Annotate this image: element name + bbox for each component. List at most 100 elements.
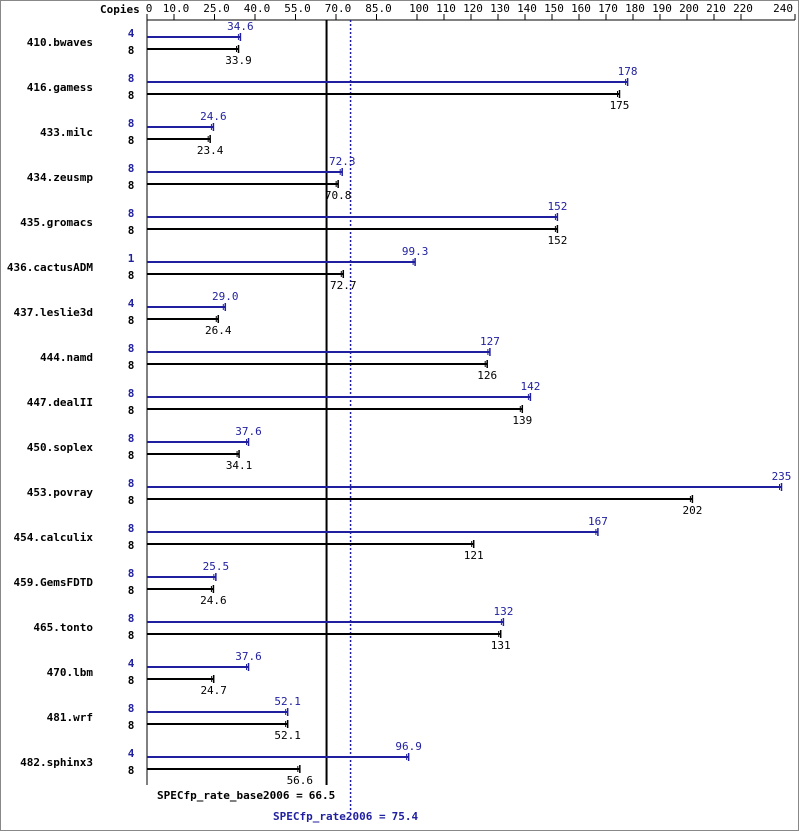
benchmark-label: 450.soplex — [27, 441, 94, 454]
value-label: 152 — [547, 200, 567, 213]
x-tick-label: 55.0 — [284, 2, 311, 15]
value-label: 126 — [477, 369, 497, 382]
value-label: 142 — [520, 380, 540, 393]
benchmark-label: 436.cactusADM — [7, 261, 93, 274]
copies-label: 8 — [128, 44, 135, 57]
copies-label: 8 — [128, 134, 135, 147]
value-label: 24.7 — [200, 684, 227, 697]
copies-label: 8 — [128, 314, 135, 327]
x-tick-label: 25.0 — [203, 2, 230, 15]
value-label: 72.7 — [330, 279, 357, 292]
copies-label: 8 — [128, 117, 135, 130]
value-label: 23.4 — [197, 144, 224, 157]
x-tick-label: 0 — [146, 2, 153, 15]
value-label: 139 — [512, 414, 532, 427]
value-label: 33.9 — [225, 54, 252, 67]
copies-label: 8 — [128, 179, 135, 192]
copies-label: 8 — [128, 72, 135, 85]
value-label: 99.3 — [402, 245, 429, 258]
benchmark-label: 433.milc — [40, 126, 93, 139]
x-tick-label: 120 — [463, 2, 483, 15]
value-label: 167 — [588, 515, 608, 528]
value-label: 96.9 — [395, 740, 422, 753]
value-label: 121 — [464, 549, 484, 562]
reference-value: 66.5 — [309, 789, 336, 802]
benchmark-label: 410.bwaves — [27, 36, 93, 49]
reference-label-text: SPECfp_rate2006 = — [273, 810, 386, 823]
copies-label: 8 — [128, 539, 135, 552]
x-tick-label: 40.0 — [244, 2, 271, 15]
copies-label: 8 — [128, 359, 135, 372]
value-label: 34.6 — [227, 20, 254, 33]
copies-label: 4 — [128, 747, 135, 760]
benchmark-label: 465.tonto — [33, 621, 93, 634]
value-label: 26.4 — [205, 324, 232, 337]
copies-label: 8 — [128, 674, 135, 687]
reference-label-text: SPECfp_rate_base2006 = — [157, 789, 303, 802]
copies-label: 8 — [128, 764, 135, 777]
copies-label: 8 — [128, 387, 135, 400]
value-label: 131 — [491, 639, 511, 652]
x-tick-label: 180 — [625, 2, 645, 15]
benchmark-label: 434.zeusmp — [27, 171, 94, 184]
reference-label: SPECfp_rate2006 = 75.4 — [273, 810, 418, 823]
x-tick-label: 200 — [679, 2, 699, 15]
benchmark-label: 435.gromacs — [20, 216, 93, 229]
value-label: 127 — [480, 335, 500, 348]
x-tick-label: 85.0 — [365, 2, 392, 15]
copies-label: 8 — [128, 224, 135, 237]
benchmark-label: 454.calculix — [14, 531, 94, 544]
copies-label: 4 — [128, 657, 135, 670]
value-label: 37.6 — [235, 425, 262, 438]
value-label: 37.6 — [235, 650, 262, 663]
value-label: 24.6 — [200, 594, 227, 607]
copies-label: 8 — [128, 89, 135, 102]
x-tick-label: 110 — [436, 2, 456, 15]
copies-label: 8 — [128, 342, 135, 355]
benchmark-label: 481.wrf — [47, 711, 93, 724]
x-tick-label: 150 — [544, 2, 564, 15]
value-label: 52.1 — [274, 695, 301, 708]
value-label: 178 — [618, 65, 638, 78]
copies-label: 4 — [128, 297, 135, 310]
x-tick-label: 160 — [571, 2, 591, 15]
copies-label: 8 — [128, 494, 135, 507]
benchmark-label: 437.leslie3d — [14, 306, 93, 319]
copies-label: 8 — [128, 719, 135, 732]
reference-label: SPECfp_rate_base2006 = 66.5 — [157, 789, 335, 802]
benchmark-label: 459.GemsFDTD — [14, 576, 94, 589]
value-label: 56.6 — [287, 774, 314, 787]
x-tick-label: 210 — [706, 2, 726, 15]
copies-label: 8 — [128, 702, 135, 715]
value-label: 34.1 — [226, 459, 253, 472]
copies-label: 8 — [128, 449, 135, 462]
copies-label: 4 — [128, 27, 135, 40]
value-label: 152 — [547, 234, 567, 247]
x-tick-label: 190 — [652, 2, 672, 15]
copies-label: 8 — [128, 567, 135, 580]
value-label: 175 — [610, 99, 630, 112]
copies-label: 8 — [128, 629, 135, 642]
copies-label: 1 — [128, 252, 135, 265]
value-label: 29.0 — [212, 290, 239, 303]
copies-label: 8 — [128, 432, 135, 445]
value-label: 52.1 — [274, 729, 301, 742]
value-label: 70.8 — [325, 189, 352, 202]
benchmark-label: 416.gamess — [27, 81, 93, 94]
x-tick-label: 10.0 — [163, 2, 190, 15]
value-label: 132 — [493, 605, 513, 618]
value-label: 24.6 — [200, 110, 227, 123]
benchmark-label: 447.dealII — [27, 396, 93, 409]
copies-label: 8 — [128, 404, 135, 417]
copies-label: 8 — [128, 162, 135, 175]
x-tick-label: 100 — [409, 2, 429, 15]
x-tick-label: 140 — [517, 2, 537, 15]
copies-label: 8 — [128, 612, 135, 625]
x-tick-label: 220 — [733, 2, 753, 15]
benchmark-label: 444.namd — [40, 351, 93, 364]
value-label: 202 — [682, 504, 702, 517]
x-tick-label: 130 — [490, 2, 510, 15]
